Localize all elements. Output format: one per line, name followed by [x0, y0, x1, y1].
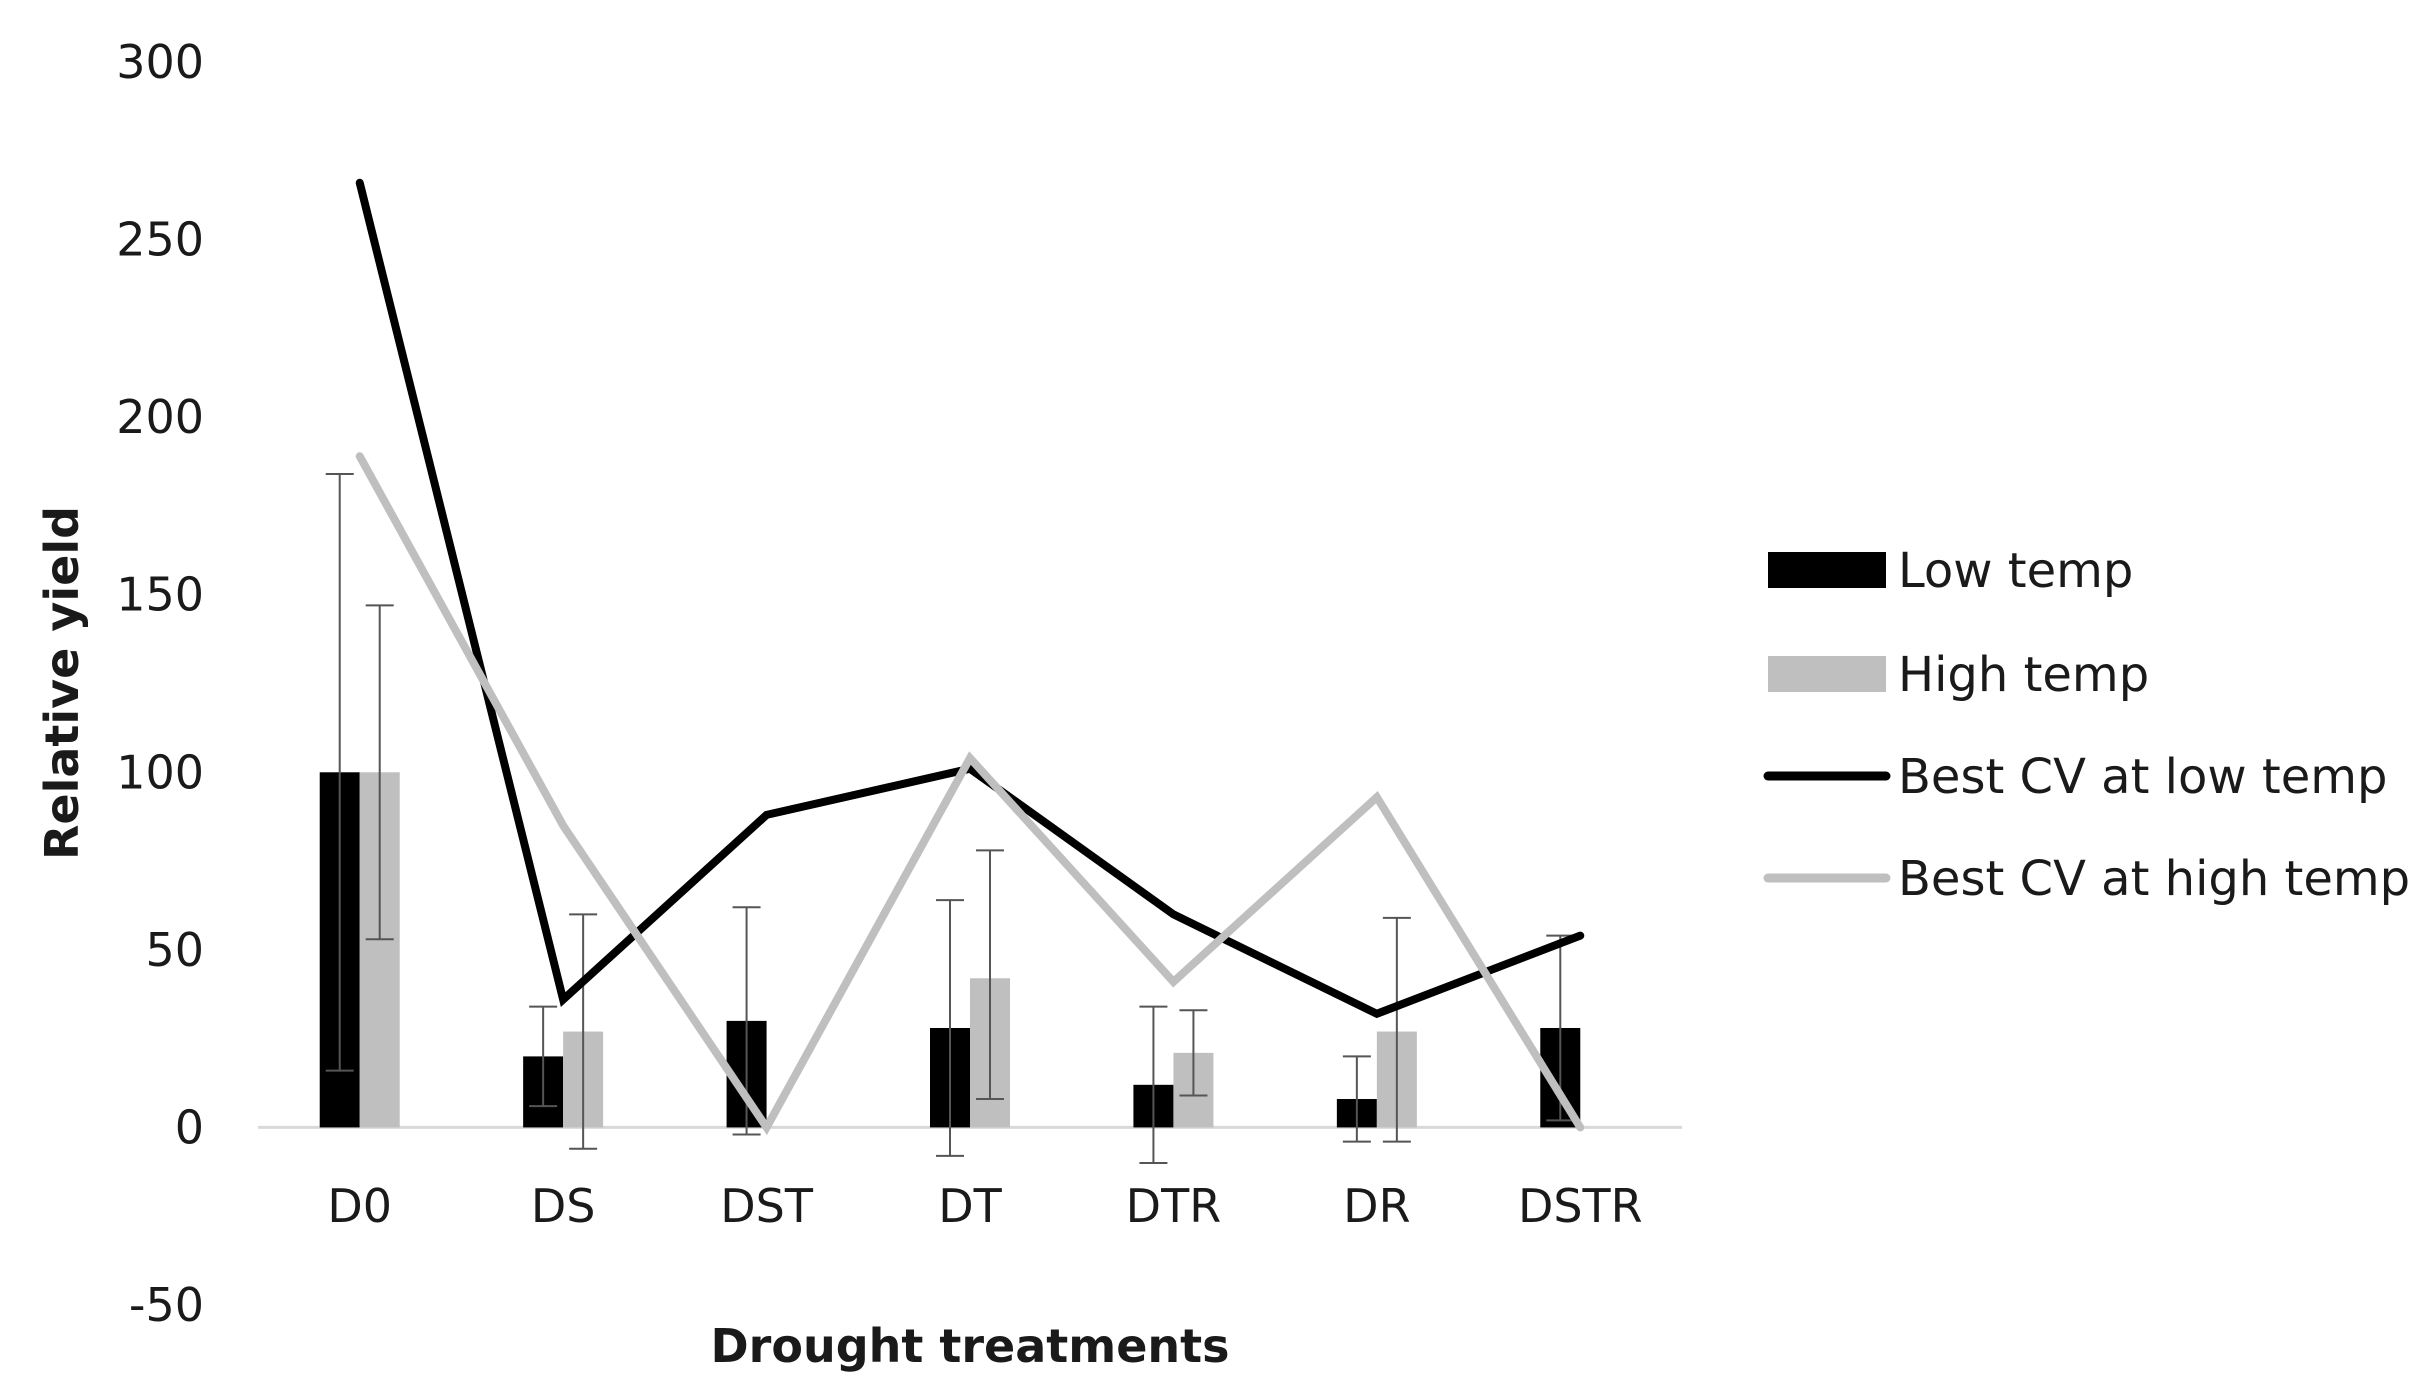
legend-label: Best CV at high temp [1898, 851, 2410, 907]
y-tick-label: 250 [116, 213, 204, 267]
legend-label: Low temp [1898, 543, 2133, 599]
x-tick-label: DT [938, 1179, 1002, 1233]
error-bar [365, 604, 394, 941]
y-tick-label: 150 [116, 568, 204, 622]
error-bar [569, 913, 598, 1150]
legend-label: High temp [1898, 647, 2149, 703]
y-tick-label: 100 [116, 745, 204, 799]
error-bar [1342, 1055, 1371, 1143]
y-tick-label: 50 [145, 923, 204, 977]
legend-item: High temp [1768, 647, 2149, 703]
y-axis-title: Relative yield [35, 506, 89, 860]
x-axis-title: Drought treatments [710, 1319, 1229, 1373]
legend: Low temp High temp Best CV at low temp Best… [1763, 543, 2410, 907]
error-bars [325, 472, 1575, 1164]
legend-item: Best CV at low temp [1763, 749, 2387, 805]
legend-label: Best CV at low temp [1898, 749, 2387, 805]
x-tick-label: DR [1343, 1179, 1410, 1233]
y-tick-label: 0 [175, 1100, 204, 1154]
legend-swatch [1768, 552, 1886, 588]
x-tick-label: DST [720, 1179, 814, 1233]
legend-item: Low temp [1768, 543, 2133, 599]
y-tick-label: 300 [116, 35, 204, 89]
line-series [355, 178, 1585, 1136]
error-bar [1139, 1005, 1168, 1164]
x-axis-ticks: D0 DS DST DT DTR DR DSTR [327, 1179, 1642, 1233]
x-tick-label: DS [531, 1179, 596, 1233]
error-bar [529, 1005, 558, 1108]
legend-item: Best CV at high temp [1763, 851, 2410, 907]
line-best-cv-high-temp [355, 452, 1585, 1136]
line-best-cv-low-temp [355, 178, 1585, 1019]
error-bar [1179, 1009, 1208, 1097]
x-tick-label: DSTR [1518, 1179, 1643, 1233]
y-axis-ticks: 300 250 200 150 100 50 0 -50 [116, 35, 204, 1332]
error-bar [325, 472, 354, 1072]
x-tick-label: DTR [1126, 1179, 1221, 1233]
error-bar [1382, 916, 1411, 1143]
error-bar [976, 849, 1004, 1101]
y-tick-label: 200 [116, 390, 204, 444]
legend-swatch [1768, 656, 1886, 692]
y-tick-label: -50 [129, 1278, 204, 1332]
x-tick-label: D0 [327, 1179, 392, 1233]
error-bar [936, 899, 964, 1157]
